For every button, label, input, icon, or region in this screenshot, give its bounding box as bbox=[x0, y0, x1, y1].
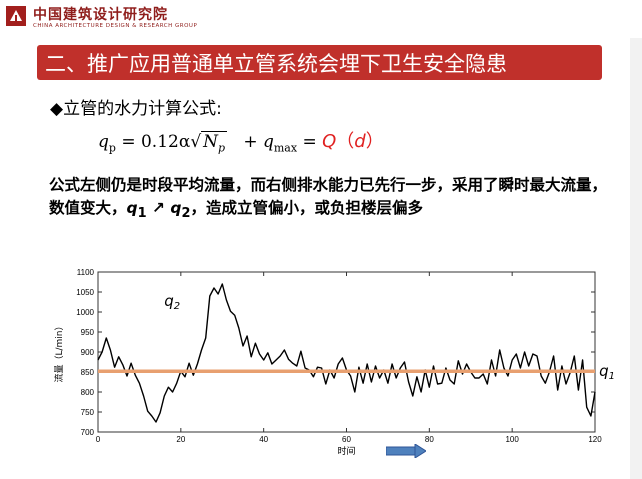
right-edge-strip bbox=[630, 38, 642, 479]
y-tick-label-8: 1100 bbox=[77, 268, 95, 277]
formula-n-sub: p bbox=[218, 141, 226, 155]
org-logo-icon bbox=[6, 6, 26, 26]
bullet-formula-heading: ◆立管的水力计算公式: bbox=[50, 99, 222, 119]
x-tick-label-0: 0 bbox=[96, 435, 101, 444]
org-name-cn: 中国建筑设计研究院 bbox=[33, 7, 168, 23]
note-q1-sub: 1 bbox=[137, 206, 147, 222]
y-tick-label-2: 800 bbox=[81, 388, 95, 397]
x-tick-label-4: 80 bbox=[425, 435, 434, 444]
y-tick-label-7: 1050 bbox=[76, 288, 94, 297]
slide-title: 二、推广应用普通单立管系统会埋下卫生安全隐患 bbox=[45, 51, 507, 76]
y-axis-label: 流量（L/min） bbox=[53, 321, 65, 382]
hydraulic-formula: qp = 0.12α√ Np + qmax = Q（d） bbox=[98, 127, 384, 154]
formula-rhs-Q: Q bbox=[322, 131, 337, 152]
y-tick-label-5: 950 bbox=[81, 328, 95, 337]
y-tick-label-4: 900 bbox=[81, 348, 95, 357]
plot-frame bbox=[97, 271, 596, 433]
annotation-q1: q1 bbox=[599, 362, 615, 382]
formula-rhs: Q（d） bbox=[322, 131, 384, 152]
formula-rhs-d: d bbox=[354, 131, 366, 152]
org-name-en: CHINA ARCHITECTURE DESIGN & RESEARCH GRO… bbox=[33, 23, 198, 29]
note-q1: q bbox=[126, 199, 138, 217]
x-axis-label: 时间 bbox=[337, 445, 355, 457]
note-q2: q bbox=[170, 199, 182, 217]
formula-n: N bbox=[203, 132, 219, 152]
y-tick-label-6: 1000 bbox=[76, 308, 94, 317]
y-tick-label-3: 850 bbox=[81, 368, 95, 377]
sqrt-sign: √ bbox=[190, 132, 202, 152]
formula-qmax: q bbox=[262, 132, 274, 152]
formula-equals: = bbox=[297, 132, 323, 152]
note-part2: ，造成立管偏小，或负担楼层偏多 bbox=[190, 199, 423, 217]
slide-title-bar: 二、推广应用普通单立管系统会埋下卫生安全隐患 bbox=[37, 45, 602, 80]
y-tick-label-0: 700 bbox=[81, 428, 95, 437]
formula-plus: + bbox=[243, 132, 263, 152]
x-tick-label-5: 100 bbox=[505, 435, 519, 444]
formula-qmax-sub: max bbox=[273, 141, 298, 155]
formula-rhs-close: ） bbox=[365, 131, 384, 152]
x-tick-label-3: 60 bbox=[342, 435, 351, 444]
explanation-text: 公式左侧仍是时段平均流量，而右侧排水能力已先行一步，采用了瞬时最大流量，数值变大… bbox=[49, 174, 609, 225]
formula-coefficient: = 0.12α bbox=[115, 132, 191, 152]
formula-q: q bbox=[98, 132, 109, 152]
formula-rhs-open: （ bbox=[336, 131, 355, 152]
note-part1: 公式左侧仍是时段平均流量，而右侧排水能力已先行一步，采用了瞬时最大流量，数值变大… bbox=[49, 176, 608, 217]
formula-q-sub: p bbox=[108, 141, 116, 155]
x-tick-label-6: 120 bbox=[588, 435, 602, 444]
sqrt-radicand: Np bbox=[201, 131, 228, 155]
note-arrow: ↗ bbox=[146, 199, 171, 217]
x-tick-label-1: 20 bbox=[176, 435, 185, 444]
x-tick-label-2: 40 bbox=[259, 435, 268, 444]
note-q2-sub: 2 bbox=[181, 206, 191, 222]
y-tick-label-1: 750 bbox=[81, 408, 95, 417]
blue-right-arrow-icon bbox=[386, 444, 426, 458]
flow-line-chart: 700 750 800 850 900 950 1000 1050 1100 0 20 40 60 80 1… bbox=[53, 268, 615, 457]
